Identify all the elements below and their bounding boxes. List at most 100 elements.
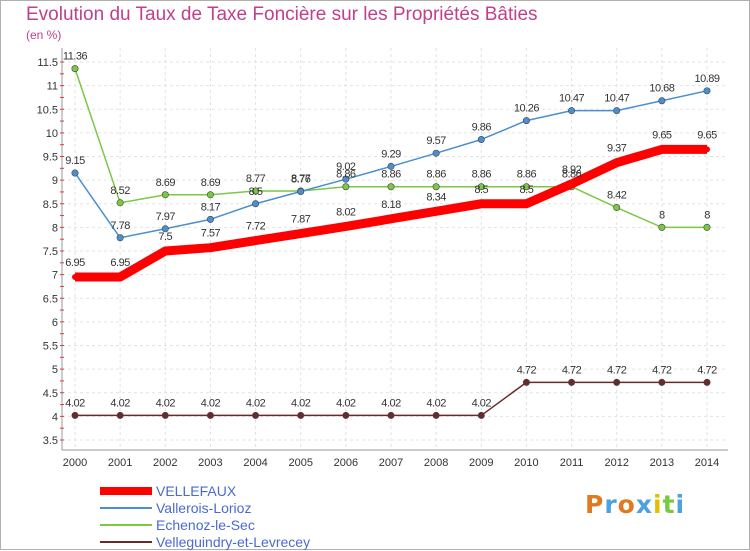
- data-label: 8.34: [426, 191, 446, 203]
- grid: [62, 48, 728, 448]
- data-point: [703, 223, 711, 231]
- data-point: [297, 187, 305, 195]
- data-point: [72, 273, 78, 280]
- data-point: [252, 411, 260, 419]
- data-label: 8.76: [291, 173, 311, 185]
- x-tick-label: 2006: [334, 457, 358, 469]
- y-tick-label: 6.5: [43, 293, 58, 305]
- data-label: 6.95: [65, 257, 85, 269]
- data-label: 10.47: [559, 93, 584, 105]
- data-label: 8.77: [246, 173, 266, 185]
- data-label: 4.72: [562, 364, 582, 376]
- x-tick-label: 2013: [650, 457, 674, 469]
- data-point: [703, 378, 711, 386]
- data-point: [658, 223, 666, 231]
- legend-swatch: [100, 487, 152, 495]
- x-tick-label: 2011: [560, 457, 584, 469]
- logo-letter: o: [617, 490, 636, 519]
- data-point: [252, 237, 259, 244]
- logo-letter: P: [585, 490, 605, 519]
- data-point: [477, 183, 485, 191]
- x-tick-label: 2002: [153, 457, 177, 469]
- data-point: [522, 183, 530, 191]
- data-point: [297, 230, 304, 237]
- data-label: 7.5: [158, 231, 172, 243]
- x-tick-label: 2012: [604, 457, 628, 469]
- legend-label: Echenoz-le-Sec: [156, 517, 255, 533]
- data-label: 4.72: [697, 364, 717, 376]
- y-tick-label: 9.5: [43, 152, 58, 164]
- data-point: [568, 378, 576, 386]
- data-point: [252, 187, 260, 195]
- data-point: [704, 146, 710, 153]
- data-label: 9.37: [607, 143, 627, 155]
- data-point: [206, 191, 214, 199]
- legend-label: Velleguindry-et-Levrecey: [156, 534, 311, 550]
- y-tick-label: 11: [47, 81, 58, 93]
- data-label: 4.02: [201, 397, 221, 409]
- data-label: 4.02: [291, 397, 311, 409]
- y-tick-label: 11.5: [37, 57, 58, 69]
- y-tick-label: 4.5: [43, 388, 58, 400]
- legend-swatch: [100, 507, 152, 509]
- data-label: 8.86: [426, 169, 446, 181]
- data-point: [116, 411, 124, 419]
- data-label: 4.02: [110, 397, 130, 409]
- legend-label: Vallerois-Lorioz: [156, 500, 252, 516]
- data-label: 9.65: [652, 129, 672, 141]
- data-point: [522, 117, 530, 125]
- x-tick-label: 2010: [514, 457, 538, 469]
- data-label: 8.17: [201, 201, 221, 213]
- data-point: [117, 273, 124, 280]
- data-label: 9.86: [472, 121, 492, 133]
- data-label: 4.02: [156, 397, 176, 409]
- data-point: [161, 191, 169, 199]
- data-point: [568, 107, 576, 115]
- data-label: 8.86: [336, 169, 356, 181]
- data-point: [252, 200, 260, 208]
- logo-letter: t: [662, 490, 676, 519]
- y-tick-label: 3.5: [43, 435, 58, 447]
- data-point: [388, 215, 394, 222]
- data-point: [477, 411, 485, 419]
- data-label: 10.26: [514, 103, 539, 115]
- x-tick-label: 2003: [198, 457, 222, 469]
- data-label: 8.86: [381, 169, 401, 181]
- data-label: 8: [659, 209, 665, 221]
- data-point: [116, 199, 124, 207]
- data-label: 8.69: [156, 177, 176, 189]
- y-tick-label: 9: [52, 175, 58, 187]
- data-point: [207, 244, 214, 251]
- data-point: [297, 411, 305, 419]
- data-point: [658, 97, 666, 105]
- data-labels: 4.02 4.02 4.02 4.02 4.02 4.02 4.02 4.02 4.02 4.02…: [63, 51, 721, 410]
- data-point: [613, 204, 621, 212]
- data-label: 4.02: [381, 397, 401, 409]
- y-tick-label: 4: [52, 411, 58, 423]
- y-tick-label: 8.5: [43, 199, 58, 211]
- data-label: 10.47: [604, 93, 629, 105]
- data-point: [433, 208, 440, 215]
- data-label: 9.15: [65, 155, 85, 167]
- y-tick-label: 7.5: [43, 246, 58, 258]
- data-point: [613, 159, 620, 166]
- logo-letter: i: [675, 490, 686, 519]
- logo-letter: i: [653, 490, 663, 519]
- x-tick-label: 2004: [243, 457, 267, 469]
- data-point: [387, 183, 395, 191]
- proxiti-logo: Proxiti: [585, 490, 685, 519]
- data-point: [161, 225, 169, 233]
- data-label: 4.72: [607, 364, 627, 376]
- data-label: 9.02: [336, 161, 356, 173]
- data-label: 8.92: [562, 164, 582, 176]
- data-point: [658, 378, 666, 386]
- series-lines: [71, 65, 711, 419]
- x-tick-label: 2009: [469, 457, 493, 469]
- data-label: 8.86: [472, 169, 492, 181]
- x-tick-label: 2007: [379, 457, 403, 469]
- y-tick-label: 7: [52, 270, 58, 282]
- data-point: [613, 107, 621, 115]
- data-label: 4.02: [246, 397, 266, 409]
- data-point: [116, 234, 124, 242]
